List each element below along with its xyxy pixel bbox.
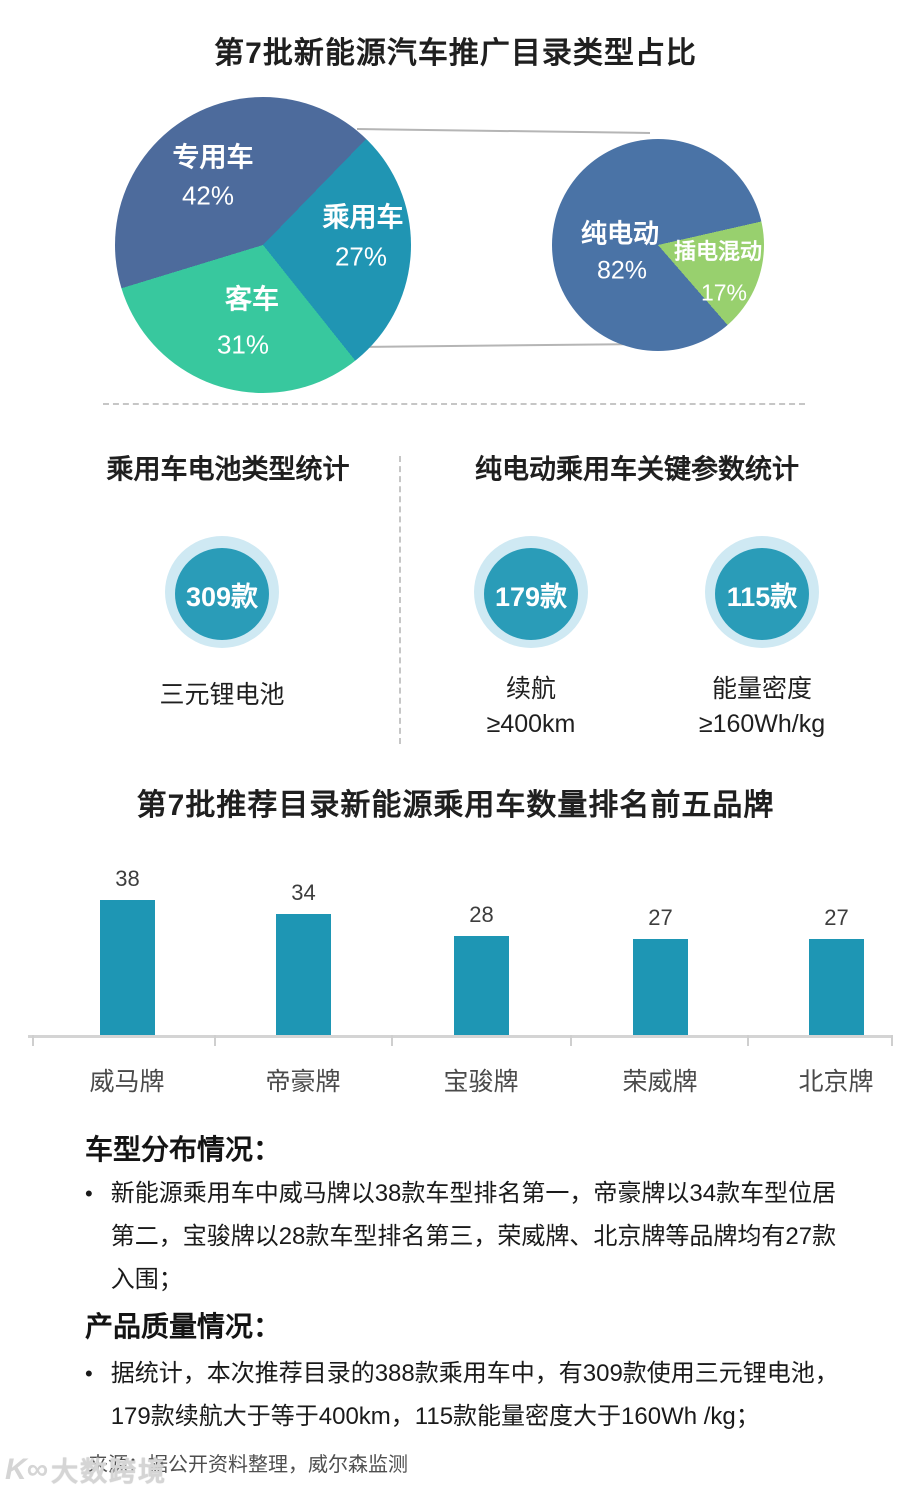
pie-chart-passenger-powertrain xyxy=(552,139,764,351)
bullet-text: 新能源乘用车中威马牌以38款车型排名第一，帝豪牌以34款车型位居第二，宝骏牌以2… xyxy=(110,1180,837,1293)
x-axis-tick xyxy=(747,1035,749,1046)
bar-value-label: 27 xyxy=(824,905,849,930)
pie-slice-pct-plugin-hybrid: 17% xyxy=(700,279,748,306)
pie-slice-label-bus: 客车 xyxy=(225,284,279,315)
watermark-logo: K∞ xyxy=(5,1452,49,1486)
pie-slice-pct-pure-electric: 82% xyxy=(596,256,648,285)
pie-slice-label-pure-electric: 纯电动 xyxy=(580,218,660,249)
pie-slice-pct-bus: 31% xyxy=(216,329,270,360)
stat-circle-value: 115款 xyxy=(715,548,809,640)
battery-type-stats-title: 乘用车电池类型统计 xyxy=(106,454,350,485)
pie-slice-label-special-vehicle: 专用车 xyxy=(172,142,254,173)
watermark-text: 大数跨境 xyxy=(51,1457,168,1487)
pie-slice-pct-passenger-vehicle: 27% xyxy=(334,241,388,272)
x-axis-tick xyxy=(891,1035,893,1046)
stat-label-line: 续航 xyxy=(505,675,557,703)
bar-section-title: 第7批推荐目录新能源乘用车数量排名前五品牌 xyxy=(136,789,775,822)
pie-chart-vehicle-types xyxy=(115,97,411,393)
bar xyxy=(100,900,155,1035)
bullet-dot: • xyxy=(85,1181,93,1206)
bar-value-label: 28 xyxy=(469,902,494,927)
pie-slice-label-passenger-vehicle: 乘用车 xyxy=(322,202,404,233)
x-axis-tick xyxy=(32,1035,34,1046)
stat-label-line: ≥160Wh/kg xyxy=(698,710,826,738)
stat-label-line: 能量密度 xyxy=(711,675,813,703)
x-axis-tick xyxy=(214,1035,216,1046)
stat-circle-value: 309款 xyxy=(175,548,269,640)
x-axis-tick xyxy=(391,1035,393,1046)
bar-value-label: 38 xyxy=(115,866,140,891)
x-axis-category-label: 北京牌 xyxy=(798,1068,874,1096)
stat-circle-battery: 309款 xyxy=(165,536,279,648)
analysis-bullet-quality: • 据统计，本次推荐目录的388款乘用车中，有309款使用三元锂电池，179款续… xyxy=(85,1352,875,1438)
stat-label-range: 续航 ≥400km xyxy=(487,672,576,742)
pie-section-title: 第7批新能源汽车推广目录类型占比 xyxy=(214,37,697,70)
key-params-stats-title: 纯电动乘用车关键参数统计 xyxy=(475,454,799,485)
stat-circle-energy-density: 115款 xyxy=(705,536,819,648)
pie-slice-label-plugin-hybrid: 插电混动 xyxy=(673,239,763,264)
stat-circle-range: 179款 xyxy=(474,536,588,648)
x-axis-category-label: 宝骏牌 xyxy=(443,1068,519,1096)
x-axis-category-label: 荣威牌 xyxy=(622,1068,698,1096)
bar-column-rongwei: 27 xyxy=(633,905,688,1035)
stat-label-line: 三元锂电池 xyxy=(159,681,285,709)
watermark: K∞ 大数跨境 xyxy=(5,1450,167,1489)
bar xyxy=(454,936,509,1035)
x-axis-category-label: 帝豪牌 xyxy=(265,1068,341,1096)
bar-column-baojun: 28 xyxy=(454,902,509,1035)
x-axis-tick xyxy=(570,1035,572,1046)
stat-label-line: ≥400km xyxy=(486,710,576,738)
bar-value-label: 27 xyxy=(648,905,673,930)
bullet-dot: • xyxy=(85,1361,93,1386)
analysis-heading-quality: 产品质量情况： xyxy=(85,1311,282,1342)
dashed-divider-vertical xyxy=(399,456,401,744)
bullet-text: 据统计，本次推荐目录的388款乘用车中，有309款使用三元锂电池，179款续航大… xyxy=(110,1360,839,1430)
pie-connector-line-bottom xyxy=(351,343,649,348)
stat-label-energy-density: 能量密度 ≥160Wh/kg xyxy=(699,672,825,742)
pie-connector-line-top xyxy=(356,128,651,134)
bar xyxy=(633,939,688,1035)
analysis-bullet-distribution: • 新能源乘用车中威马牌以38款车型排名第一，帝豪牌以34款车型位居第二，宝骏牌… xyxy=(85,1172,875,1301)
bar xyxy=(276,914,331,1035)
stat-label-battery: 三元锂电池 xyxy=(159,678,284,713)
bar-value-label: 34 xyxy=(291,880,316,905)
pie-slice-pct-special-vehicle: 42% xyxy=(181,180,235,211)
stat-circle-value: 179款 xyxy=(484,548,578,640)
x-axis-category-label: 威马牌 xyxy=(89,1068,165,1096)
analysis-heading-distribution: 车型分布情况： xyxy=(85,1134,282,1165)
dashed-divider-horizontal xyxy=(103,403,805,405)
source-note: 来源：据公开资料整理，威尔森监测 xyxy=(88,1454,408,1476)
bar-column-weima: 38 xyxy=(100,866,155,1035)
bar xyxy=(809,939,864,1035)
bar-column-beijing: 27 xyxy=(809,905,864,1035)
bar-column-dihao: 34 xyxy=(276,880,331,1035)
x-axis-line xyxy=(28,1035,893,1038)
